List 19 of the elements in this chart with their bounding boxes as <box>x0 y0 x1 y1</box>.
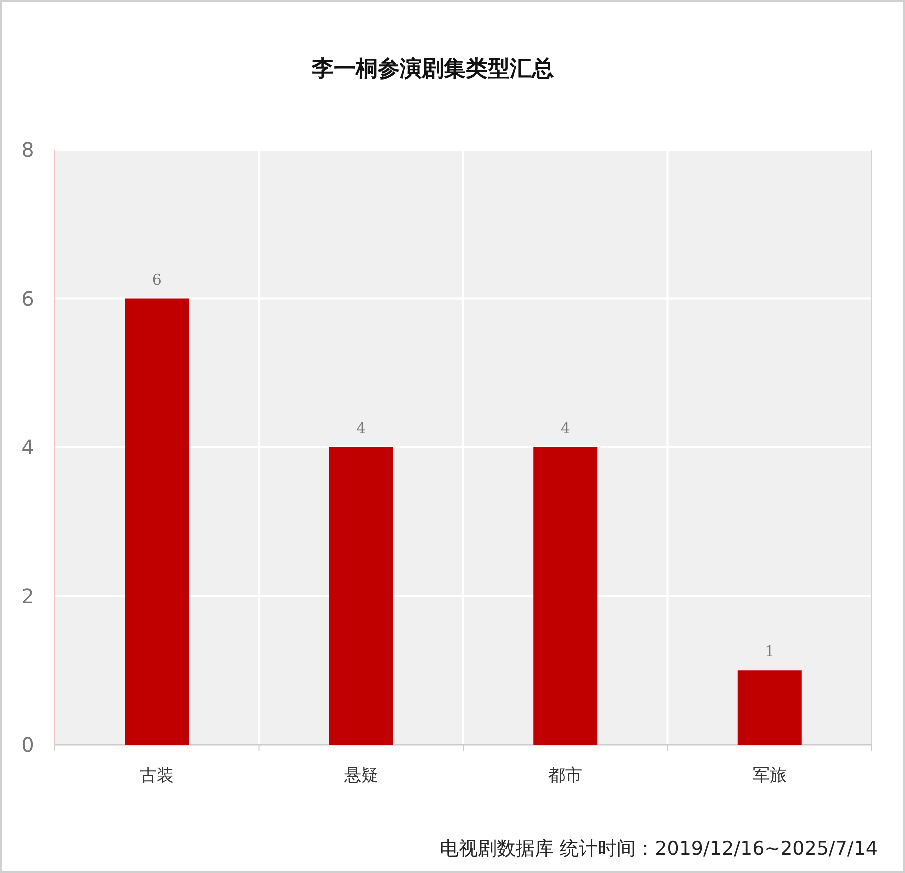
x-tick-label: 军旅 <box>752 766 787 786</box>
bar <box>329 448 394 745</box>
bar <box>125 298 190 745</box>
chart-title: 李一桐参演剧集类型汇总 <box>311 56 554 82</box>
y-tick-label: 0 <box>22 733 34 757</box>
data-label: 6 <box>152 270 162 289</box>
data-label: 1 <box>765 642 775 661</box>
y-tick-label: 4 <box>22 436 34 460</box>
data-label: 4 <box>356 420 366 438</box>
data-label: 4 <box>560 420 570 438</box>
y-tick-label: 8 <box>22 138 34 162</box>
x-tick-label: 古装 <box>140 766 174 786</box>
x-tick-label: 悬疑 <box>343 766 378 786</box>
text: 电视剧数据库 统计时间：2019/12/16~2025/7/14 <box>440 838 878 860</box>
x-tick-label: 都市 <box>548 766 583 786</box>
y-tick-label: 2 <box>22 584 34 608</box>
y-tick-label: 6 <box>22 286 34 311</box>
bar <box>738 670 802 745</box>
bar <box>534 448 598 745</box>
